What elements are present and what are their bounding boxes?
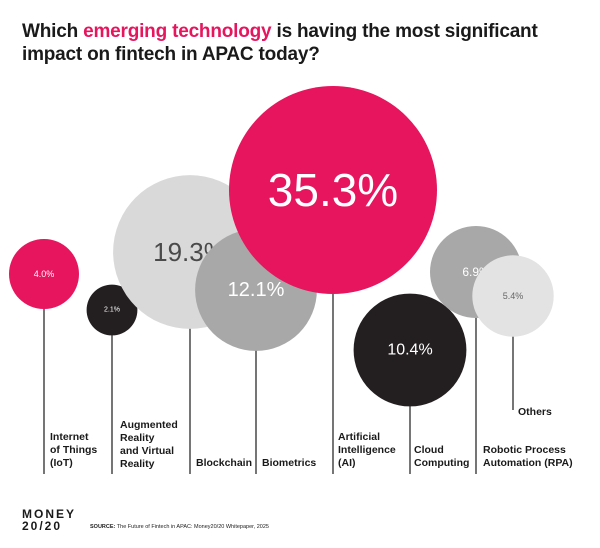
title-part-before: Which [22,21,84,42]
source-note: SOURCE: The Future of Fintech in APAC: M… [90,524,269,530]
category-label-6: Cloud Computing [414,444,469,469]
category-label-5: Artificial Intelligence (AI) [338,431,396,469]
value-label-4: 12.1% [228,279,285,301]
category-label-1: Internet of Things (IoT) [50,431,97,469]
bubble-6 [353,293,467,407]
source-text: The Future of Fintech in APAC: Money20/2… [115,524,269,530]
bubble-8 [472,255,554,337]
bubble-5 [229,86,437,294]
category-label-8: Others [518,406,552,418]
logo-line-2: 20/20 [22,519,63,533]
value-label-1: 4.0% [34,269,55,279]
logo-line-1: MONEY [22,507,77,521]
category-label-4: Biometrics [262,457,316,469]
title-highlight: emerging technology [83,21,272,42]
value-label-2: 2.1% [104,307,120,314]
value-label-6: 10.4% [387,342,432,359]
category-label-2: Augmented Reality and Virtual Reality [120,419,178,470]
value-label-8: 5.4% [503,291,524,301]
money2020-logo: MONEY 20/20 [22,508,76,532]
bubble-2 [86,284,138,336]
bubble-1 [9,239,79,309]
chart-title: Which emerging technology is having the … [22,20,582,66]
value-label-5: 35.3% [268,164,398,216]
category-label-3: Blockchain [196,457,252,469]
title-part-after: is having the most significant impact on… [22,21,538,65]
source-label: SOURCE: [90,524,116,530]
category-label-7: Robotic Process Automation (RPA) [483,444,573,469]
